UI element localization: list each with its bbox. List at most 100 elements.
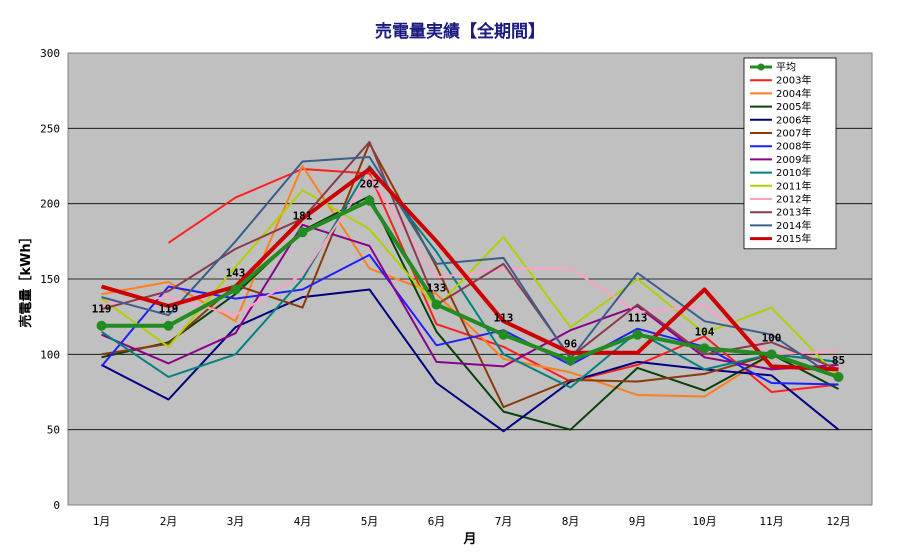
legend-item: 2013年: [750, 206, 811, 219]
legend-box: [743, 57, 837, 250]
series-point: [565, 355, 576, 366]
series-point: [699, 343, 710, 354]
legend-item: 2004年: [750, 87, 811, 100]
legend-label: 2007年: [776, 127, 811, 140]
series-line: [101, 175, 839, 356]
data-label: 113: [494, 312, 514, 325]
data-labels: 119 119 143 181 202 133 113 96 113 104 100 85: [92, 178, 846, 367]
series-point: [498, 329, 509, 340]
series-point: [766, 349, 777, 360]
series-point: [364, 195, 375, 206]
x-axis-ticks: 1月 2月 3月 4月 5月 6月 7月 8月 9月 10月 11月 12月: [93, 515, 851, 528]
data-label: 119: [92, 303, 112, 316]
legend-item: 2007年: [750, 127, 811, 140]
series-line: [100, 167, 839, 372]
legend-item: 2009年: [750, 153, 811, 166]
series-2009年: [101, 223, 839, 371]
data-label: 96: [564, 337, 578, 350]
data-label: 85: [832, 354, 845, 367]
data-label: 202: [360, 178, 380, 191]
series-line: [101, 198, 840, 379]
data-label: 113: [628, 312, 648, 325]
series-line: [101, 165, 839, 398]
series-2012年: [101, 175, 839, 356]
legend-label: 2010年: [776, 166, 811, 179]
x-tick-label: 11月: [759, 515, 783, 528]
data-label: 181: [293, 209, 313, 222]
series-line: [101, 223, 839, 371]
data-label: 104: [695, 325, 715, 338]
legend-label: 2013年: [776, 206, 811, 219]
legend-label: 2006年: [776, 113, 811, 126]
data-label: 100: [762, 331, 782, 344]
series-line: [101, 195, 839, 431]
legend-item: 平均: [750, 62, 796, 74]
legend-marker: [757, 63, 765, 71]
series-2005年: [101, 195, 839, 431]
legend-item: 2003年: [750, 74, 811, 87]
x-tick-label: 3月: [227, 515, 245, 528]
legend-label: 2003年: [776, 74, 811, 87]
x-tick-label: 4月: [294, 515, 312, 528]
legend-label: 2011年: [776, 179, 811, 192]
series-point: [431, 299, 442, 310]
legend-item: 2014年: [750, 219, 811, 232]
legend: 平均2003年2004年2005年2006年2007年2008年2009年201…: [743, 57, 837, 250]
legend-label: 2014年: [776, 219, 811, 232]
legend-item: 2010年: [750, 166, 811, 179]
x-tick-label: 1月: [93, 515, 111, 528]
legend-item: 2012年: [750, 193, 811, 206]
x-tick-label: 6月: [428, 515, 446, 528]
legend-item: 2015年: [750, 232, 811, 245]
y-tick-label: 50: [47, 424, 60, 437]
legend-item: 2011年: [750, 179, 811, 192]
series-point: [833, 371, 844, 382]
x-tick-label: 7月: [495, 515, 513, 528]
series-point: [163, 320, 174, 331]
series-line: [167, 168, 839, 393]
legend-label: 2004年: [776, 87, 811, 100]
y-tick-label: 150: [40, 273, 60, 286]
series-line: [101, 156, 840, 381]
legend-item: 2005年: [750, 100, 811, 113]
legend-item: 2006年: [750, 113, 811, 126]
x-axis-title: 月: [462, 532, 476, 547]
y-tick-label: 200: [40, 198, 60, 211]
series-point: [230, 284, 241, 295]
legend-label: 2009年: [776, 153, 811, 166]
y-axis-ticks: 0 50 100 150 200 250 300: [40, 47, 60, 512]
data-label: 133: [427, 282, 447, 295]
legend-item: 2008年: [750, 140, 811, 153]
series-point: [632, 329, 643, 340]
chart-title: 売電量実績【全期間】: [375, 21, 545, 42]
y-axis-title: 売電量［kWh］: [18, 230, 34, 327]
data-label: 143: [226, 267, 246, 280]
series-2010年: [100, 165, 839, 389]
legend-label: 平均: [776, 62, 796, 74]
x-tick-label: 12月: [826, 515, 850, 528]
legend-label: 2008年: [776, 140, 811, 153]
legend-label: 2012年: [776, 193, 811, 206]
series-2014年: [101, 156, 840, 381]
x-tick-label: 8月: [562, 515, 580, 528]
series-平均: [96, 195, 844, 382]
series-2003年: [167, 168, 839, 393]
y-tick-label: 100: [40, 348, 60, 361]
y-tick-label: 0: [53, 499, 60, 512]
data-label: 119: [159, 303, 179, 316]
series-point: [96, 320, 107, 331]
y-tick-label: 300: [40, 47, 60, 60]
series-point: [297, 227, 308, 238]
x-tick-label: 2月: [160, 515, 178, 528]
series-2015年: [100, 167, 839, 372]
legend-label: 2015年: [776, 232, 811, 245]
legend-label: 2005年: [776, 100, 811, 113]
x-tick-label: 9月: [629, 515, 647, 528]
x-tick-label: 10月: [692, 515, 716, 528]
series-2004年: [101, 165, 839, 398]
x-tick-label: 5月: [361, 515, 379, 528]
series-layer: [96, 140, 844, 433]
series-line: [100, 165, 839, 389]
y-tick-label: 250: [40, 122, 60, 135]
